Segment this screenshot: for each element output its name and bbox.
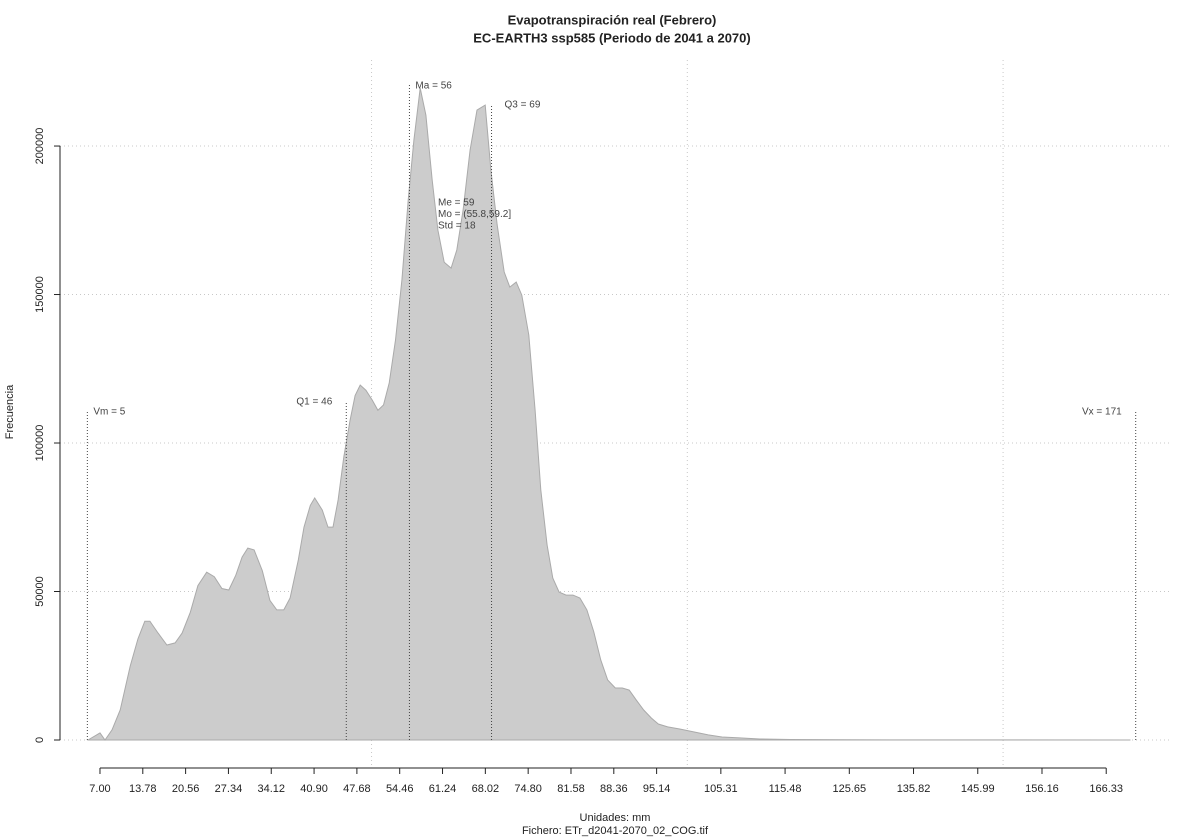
chart-subtitle: EC-EARTH3 ssp585 (Periodo de 2041 a 2070… (473, 30, 750, 45)
y-tick-label: 150000 (34, 276, 46, 313)
x-tick-label: 13.78 (129, 783, 157, 795)
x-tick-label: 40.90 (300, 783, 328, 795)
x-tick-label: 81.58 (557, 783, 585, 795)
y-axis-label: Frecuencia (4, 384, 16, 439)
x-tick-label: 115.48 (769, 783, 802, 795)
marker-label: Vm = 5 (93, 407, 125, 418)
x-tick-label: 68.02 (472, 783, 500, 795)
x-tick-label: 34.12 (257, 783, 285, 795)
x-tick-label: 61.24 (429, 783, 457, 795)
x-axis-label: Unidades: mm (580, 812, 651, 824)
stat-label: Mo = (55.8,59.2] (438, 209, 511, 220)
marker-label: Q3 = 69 (505, 100, 541, 111)
x-tick-label: 20.56 (172, 783, 200, 795)
y-tick-label: 50000 (34, 576, 46, 607)
x-tick-label: 27.34 (215, 783, 243, 795)
stat-label: Me = 59 (438, 198, 475, 209)
x-tick-label: 7.00 (89, 783, 110, 795)
x-tick-label: 125.65 (832, 783, 866, 795)
x-tick-label: 135.82 (897, 783, 931, 795)
x-tick-label: 145.99 (961, 783, 995, 795)
chart-title: Evapotranspiración real (Febrero) (508, 12, 717, 27)
x-tick-label: 105.31 (704, 783, 738, 795)
y-tick-label: 100000 (34, 425, 46, 462)
x-tick-label: 88.36 (600, 783, 628, 795)
x-tick-label: 54.46 (386, 783, 414, 795)
marker-label: Ma = 56 (415, 81, 452, 92)
x-tick-label: 156.16 (1025, 783, 1059, 795)
density-area (87, 87, 1131, 741)
x-tick-label: 95.14 (643, 783, 671, 795)
caption: Fichero: ETr_d2041-2070_02_COG.tif (522, 825, 709, 837)
y-tick-label: 0 (34, 737, 46, 743)
x-tick-label: 47.68 (343, 783, 371, 795)
x-tick-label: 74.80 (514, 783, 542, 795)
marker-label: Vx = 171 (1082, 407, 1122, 418)
y-tick-label: 200000 (34, 128, 46, 165)
marker-label: Q1 = 46 (296, 397, 332, 408)
x-tick-label: 166.33 (1089, 783, 1123, 795)
stat-label: Std = 18 (438, 221, 476, 232)
